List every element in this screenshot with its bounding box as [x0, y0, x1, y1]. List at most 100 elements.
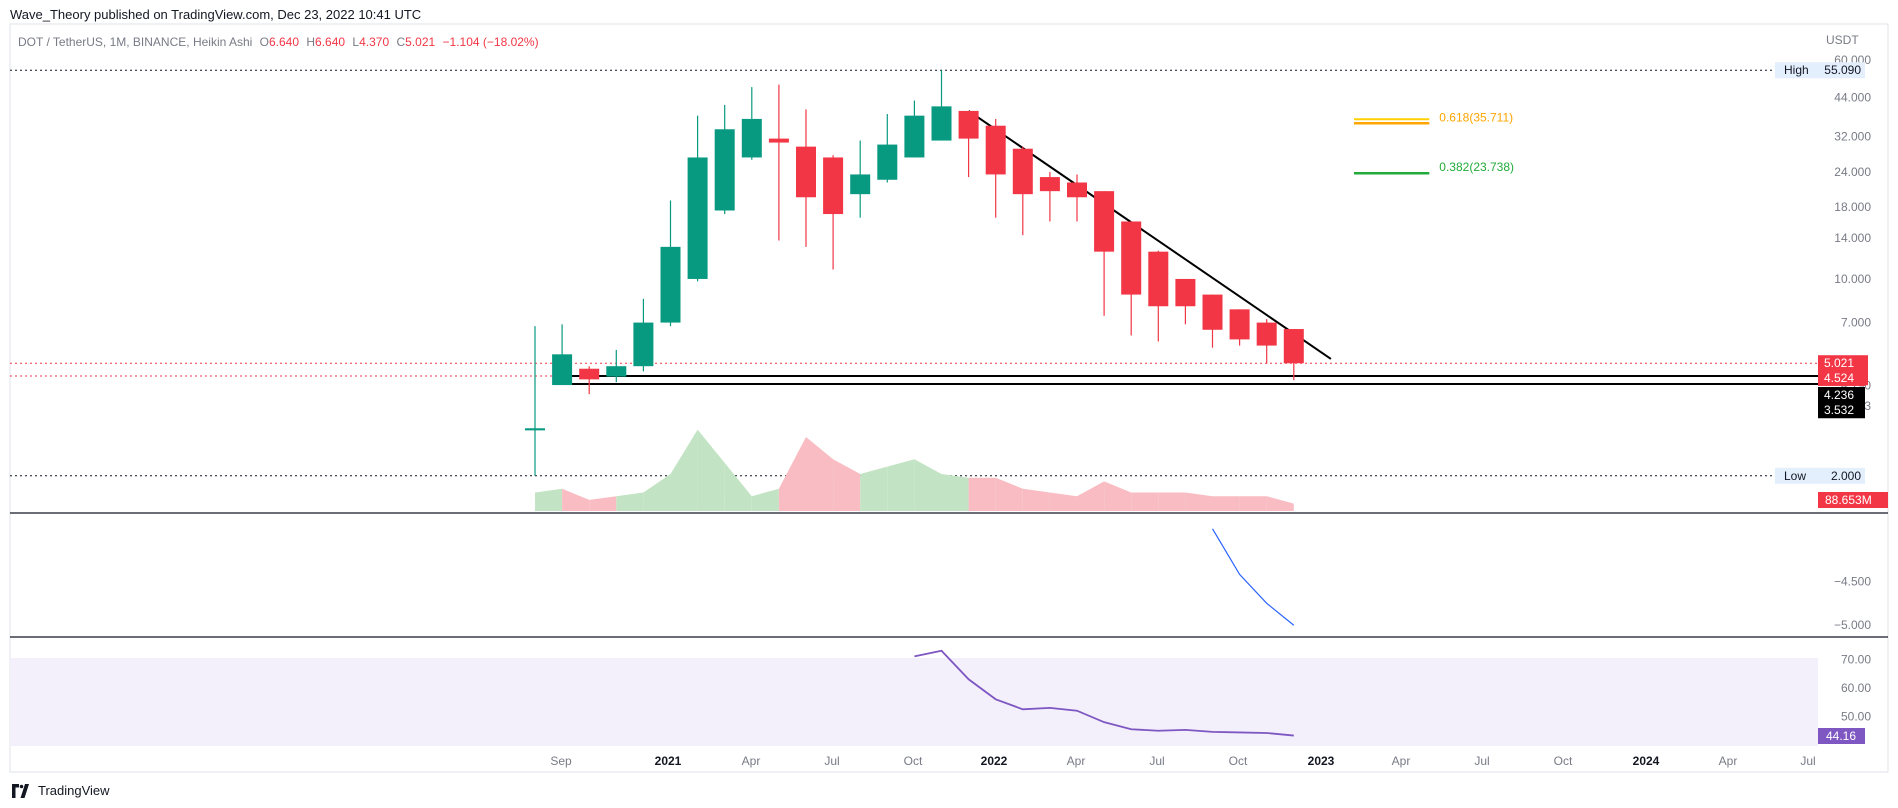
ohlc-low-label: L	[352, 35, 360, 49]
volume-area-segment	[995, 477, 1023, 511]
volume-area-segment	[1158, 492, 1186, 511]
ohlc-open-value: 6.640	[269, 35, 300, 49]
volume-area-segment	[535, 488, 563, 511]
tradingview-logo[interactable]: TradingView	[10, 783, 110, 798]
candle-body	[687, 157, 708, 279]
candle-body	[823, 157, 844, 215]
volume-area-segment	[833, 459, 861, 511]
candle-body	[796, 146, 816, 198]
volume-area-segment	[1239, 496, 1267, 511]
price-tag-label: High	[1784, 63, 1809, 77]
volume-area-segment	[941, 474, 969, 511]
ohlc-close-value: 5.021	[405, 35, 436, 49]
candle-body	[931, 106, 952, 141]
rsi-y-tick: 70.00	[1841, 652, 1871, 666]
candle-body	[768, 138, 789, 143]
x-tick-label: 2023	[1308, 754, 1335, 768]
symbol-name[interactable]: DOT / TetherUS, 1M, BINANCE, Heikin Ashi	[18, 35, 253, 49]
x-tick-label: Sep	[550, 754, 572, 768]
candle-body	[877, 144, 898, 180]
fib-level-label: 0.382(23.738)	[1439, 160, 1514, 174]
volume-area-segment	[860, 466, 888, 511]
price-value-bg	[1818, 467, 1865, 484]
x-tick-label: Apr	[1067, 754, 1086, 768]
volume-area-segment	[1077, 481, 1105, 511]
y-tick-label: 32.000	[1834, 130, 1871, 144]
x-tick-label: Jul	[1474, 754, 1489, 768]
ohlc-low-value: 4.370	[359, 35, 390, 49]
volume-area-segment	[1022, 488, 1050, 511]
volume-area-segment	[697, 429, 725, 511]
ohlc-high-value: 6.640	[315, 35, 346, 49]
candle-body	[660, 246, 681, 323]
volume-area-segment	[806, 437, 834, 511]
candle-body	[1067, 182, 1087, 198]
x-tick-label: Apr	[742, 754, 761, 768]
price-value-badge	[1818, 387, 1865, 404]
x-tick-label: 2021	[655, 754, 682, 768]
x-tick-label: Oct	[1229, 754, 1248, 768]
candle-body	[1229, 309, 1250, 340]
indicator-y-tick: −5.000	[1834, 618, 1871, 632]
fib-level-label: 0.618(35.711)	[1439, 110, 1513, 124]
volume-area-segment	[778, 437, 806, 511]
volume-area-segment	[1049, 492, 1077, 511]
candle-body	[904, 115, 925, 158]
price-value-bg	[1818, 62, 1865, 79]
ohlc-open-label: O	[259, 35, 269, 49]
volume-area-segment	[1266, 496, 1294, 511]
x-tick-label: Oct	[904, 754, 923, 768]
candle-body	[958, 110, 979, 139]
ohlc-close-label: C	[396, 35, 406, 49]
price-value-badge	[1818, 402, 1865, 419]
volume-area-segment	[670, 429, 698, 511]
volume-area-segment	[1212, 496, 1240, 511]
x-tick-label: Jul	[1800, 754, 1815, 768]
candle-body	[741, 118, 762, 158]
volume-area-segment	[1131, 492, 1159, 511]
chart-frame	[9, 23, 1889, 773]
volume-area-segment	[589, 496, 617, 511]
candle-body	[985, 125, 1006, 175]
volume-area-segment	[643, 474, 671, 511]
price-value-badge	[1818, 369, 1865, 386]
volume-badge-text: 88.653M	[1825, 493, 1872, 507]
candle-body	[714, 129, 735, 211]
y-tick-label: 18.000	[1834, 200, 1871, 214]
price-tag-label: Low	[1784, 469, 1806, 483]
x-tick-label: Apr	[1392, 754, 1411, 768]
y-tick-label: 14.000	[1834, 231, 1871, 245]
price-value: 55.090	[1824, 63, 1861, 77]
candle-body	[1094, 191, 1115, 252]
rsi-y-tick: 50.00	[1841, 709, 1871, 723]
volume-area-segment	[562, 488, 590, 511]
volume-badge	[1818, 492, 1888, 508]
price-tag-bg	[1775, 62, 1818, 79]
x-tick-label: 2024	[1633, 754, 1660, 768]
candle-body	[1148, 251, 1169, 307]
ohlc-high-label: H	[306, 35, 316, 49]
x-tick-label: Jul	[824, 754, 839, 768]
indicator-y-tick: −4.500	[1834, 574, 1871, 588]
candle-body	[525, 428, 545, 431]
x-tick-label: Jul	[1149, 754, 1164, 768]
candle-body	[1039, 177, 1060, 192]
symbol-legend: DOT / TetherUS, 1M, BINANCE, Heikin Ashi…	[18, 35, 543, 49]
price-value-badge-text: 4.524	[1824, 371, 1854, 385]
rsi-badge-text: 44.16	[1826, 729, 1856, 743]
brand-name: TradingView	[38, 783, 110, 798]
last-price-value: 5.021	[1824, 356, 1854, 370]
volume-area-segment	[914, 459, 942, 511]
volume-area-segment	[1185, 492, 1213, 511]
price-value-badge-text: 4.236	[1824, 388, 1854, 402]
candle-body	[1283, 329, 1304, 364]
rsi-badge	[1818, 728, 1865, 744]
volume-area-segment	[887, 459, 915, 511]
x-tick-label: Apr	[1719, 754, 1738, 768]
x-tick-label: Oct	[1554, 754, 1573, 768]
candle-body	[633, 322, 654, 367]
y-tick-label: 7.000	[1841, 316, 1871, 330]
volume-area-segment	[968, 477, 996, 511]
indicator-line	[1211, 528, 1295, 626]
